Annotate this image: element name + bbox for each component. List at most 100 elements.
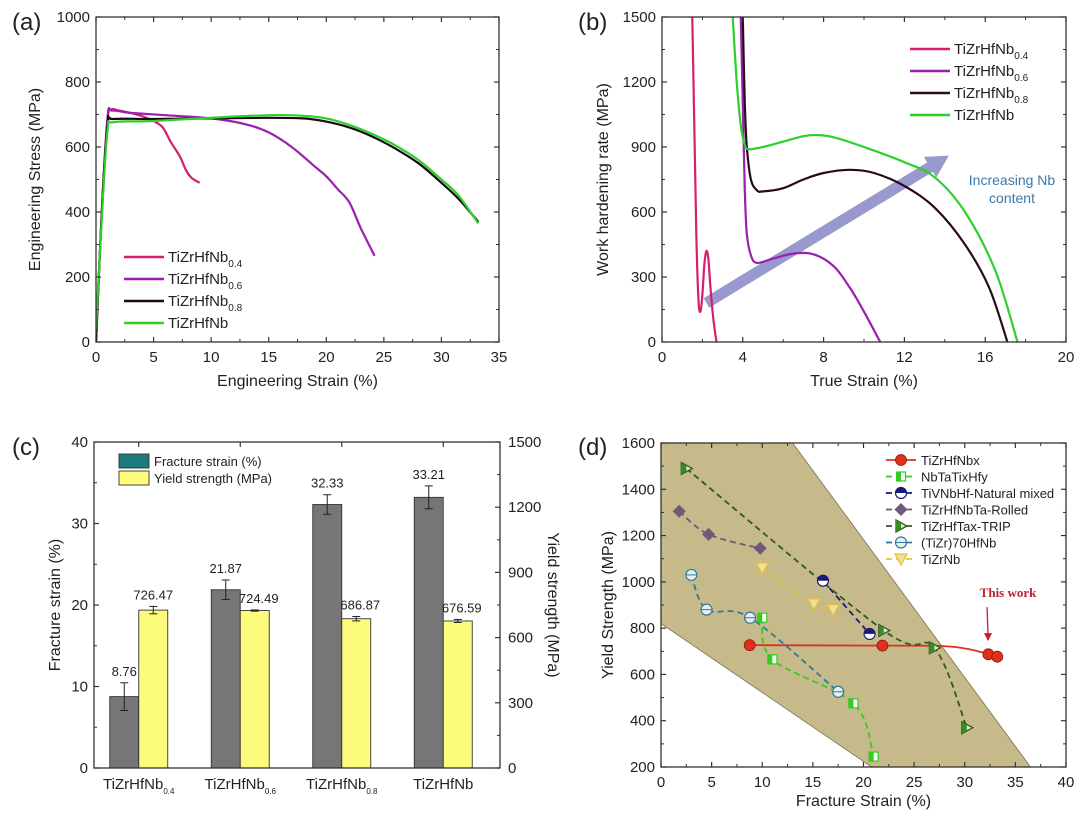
data-point-0 [743,639,756,652]
data-point-4-fill [961,721,967,734]
bar-value-label: 8.76 [112,664,137,679]
label-subscript: 0.4 [163,787,175,796]
legend-marker-0 [895,454,907,466]
panel-label: (b) [578,9,607,36]
label-subscript: 0.6 [1014,73,1028,84]
series-line-2 [96,114,480,342]
y-tick-label: 1200 [622,528,655,545]
data-point-3 [672,504,686,518]
x-category-label: TiZrHfNb0.8 [306,776,378,796]
data-point-6 [826,603,841,617]
x-tick-label: 8 [819,349,827,366]
bar-yield-strength [341,618,372,769]
panel-d: (d) This work 0 5 10 15 20 25 30 35 40 200 400 600 800… [578,434,1074,810]
x-tick-label: 25 [906,774,923,791]
y2-tick-label: 300 [508,695,533,712]
bar-fracture-strain [312,504,343,769]
legend-label-0: Fracture strain (%) [154,454,262,469]
trend-annotation: Increasing Nb [969,172,1056,188]
x-tick-label: 15 [805,774,822,791]
series-line-3 [731,16,1019,342]
x-tick-label: 4 [739,349,747,366]
label-subscript: 0.4 [228,259,242,270]
bar-yield-strength [239,610,270,769]
legend-label-0: TiZrHfNbx [921,453,980,468]
data-point-1-fill [767,654,773,664]
legend-label-0: TiZrHfNb0.4 [168,249,243,270]
label-subscript: 0.8 [228,303,242,314]
panel-c: (c)8.76726.47TiZrHfNb0.421.87724.49TiZrH… [12,434,561,796]
legend-label-4: TiZrHfTax-TRIP [921,519,1011,534]
y-tick-label: 1500 [623,9,656,26]
y2-tick-label: 600 [508,630,533,647]
bar-value-label: 32.33 [311,476,344,491]
y-tick-label: 200 [65,269,90,286]
data-point-1-fill [848,698,854,708]
x-tick-label: 25 [376,349,393,366]
panel-label: (c) [12,434,40,461]
x-tick-label: 35 [1007,774,1024,791]
legend-label-5: (TiZr)70HfNb [921,536,996,551]
legend-label-3: TiZrHfNbTa-Rolled [921,503,1028,518]
x-tick-label: 0 [92,349,100,366]
series-line-3 [96,113,480,330]
x-tick-label: 20 [855,774,872,791]
label-main: TiZrHfNb [168,271,228,288]
panel-a: (a) 0 5 10 15 20 25 30 35 0 200 400 600 800 1000 Engine… [12,9,507,390]
label-main: TiZrHfNb [168,249,228,266]
y-tick-label: 1000 [57,9,90,26]
y-tick-label: 1000 [622,574,655,591]
x-category-label: TiZrHfNb0.4 [103,776,175,796]
x-tick-label: 10 [754,774,771,791]
data-point-4-fill [929,641,935,654]
y2-tick-label: 900 [508,564,533,581]
bar-value-label: 726.47 [133,587,173,602]
legend-label-6: TiZrNb [921,552,960,567]
series-line-1 [761,617,875,757]
bar-value-label: 676.59 [442,600,482,615]
x-tick-label: 20 [318,349,335,366]
data-point-6 [806,598,821,612]
legend-label-2: TiZrHfNb0.8 [168,293,243,314]
bar-value-label: 33.21 [412,467,445,482]
series-line-2 [741,16,1009,342]
y-tick-label: 0 [82,334,90,351]
y-tick-label: 300 [631,269,656,286]
data-point-4-fill [878,624,884,637]
legend: TiZrHfNb0.4TiZrHfNb0.6TiZrHfNb0.8TiZrHfN… [910,41,1029,124]
data-point-3 [702,527,716,541]
label-main: TiZrHfNb [413,776,473,793]
data-point-2-fill [864,628,876,634]
y-tick-label: 600 [631,204,656,221]
y2-tick-label: 1500 [508,434,541,451]
label-main: TiZrHfNb [168,315,228,332]
legend-marker-2-fill [895,487,907,493]
x-tick-label: 5 [707,774,715,791]
legend-label-3: TiZrHfNb [954,107,1014,124]
bar-value-label: 724.49 [239,591,279,606]
label-subscript: 0.8 [366,787,378,796]
y-axis-title: Yield Strength (MPa) [600,531,617,679]
data-point-6 [755,562,770,576]
x-category-label: TiZrHfNb [413,776,473,793]
this-work-arrow [986,607,989,636]
y2-tick-label: 0 [508,760,516,777]
x-tick-label: 0 [658,349,666,366]
x-axis-title: True Strain (%) [810,373,918,390]
y-tick-label: 0 [648,334,656,351]
y-tick-label: 1400 [622,481,655,498]
y-tick-label: 400 [630,713,655,730]
y-axis-title: Fracture strain (%) [47,539,64,671]
panel-label: (d) [578,434,607,461]
legend-label-1: TiZrHfNb0.6 [168,271,243,292]
label-main: TiZrHfNb [954,85,1014,102]
y-tick-label: 30 [71,516,88,533]
bar-fracture-strain [210,589,241,769]
bar-yield-strength [138,609,169,769]
legend-marker-6 [893,553,909,567]
x-tick-label: 35 [491,349,508,366]
legend-swatch-1 [118,470,150,486]
y2-tick-label: 1200 [508,499,541,516]
legend-marker-3 [894,503,908,516]
data-point-4-fill [681,462,687,475]
